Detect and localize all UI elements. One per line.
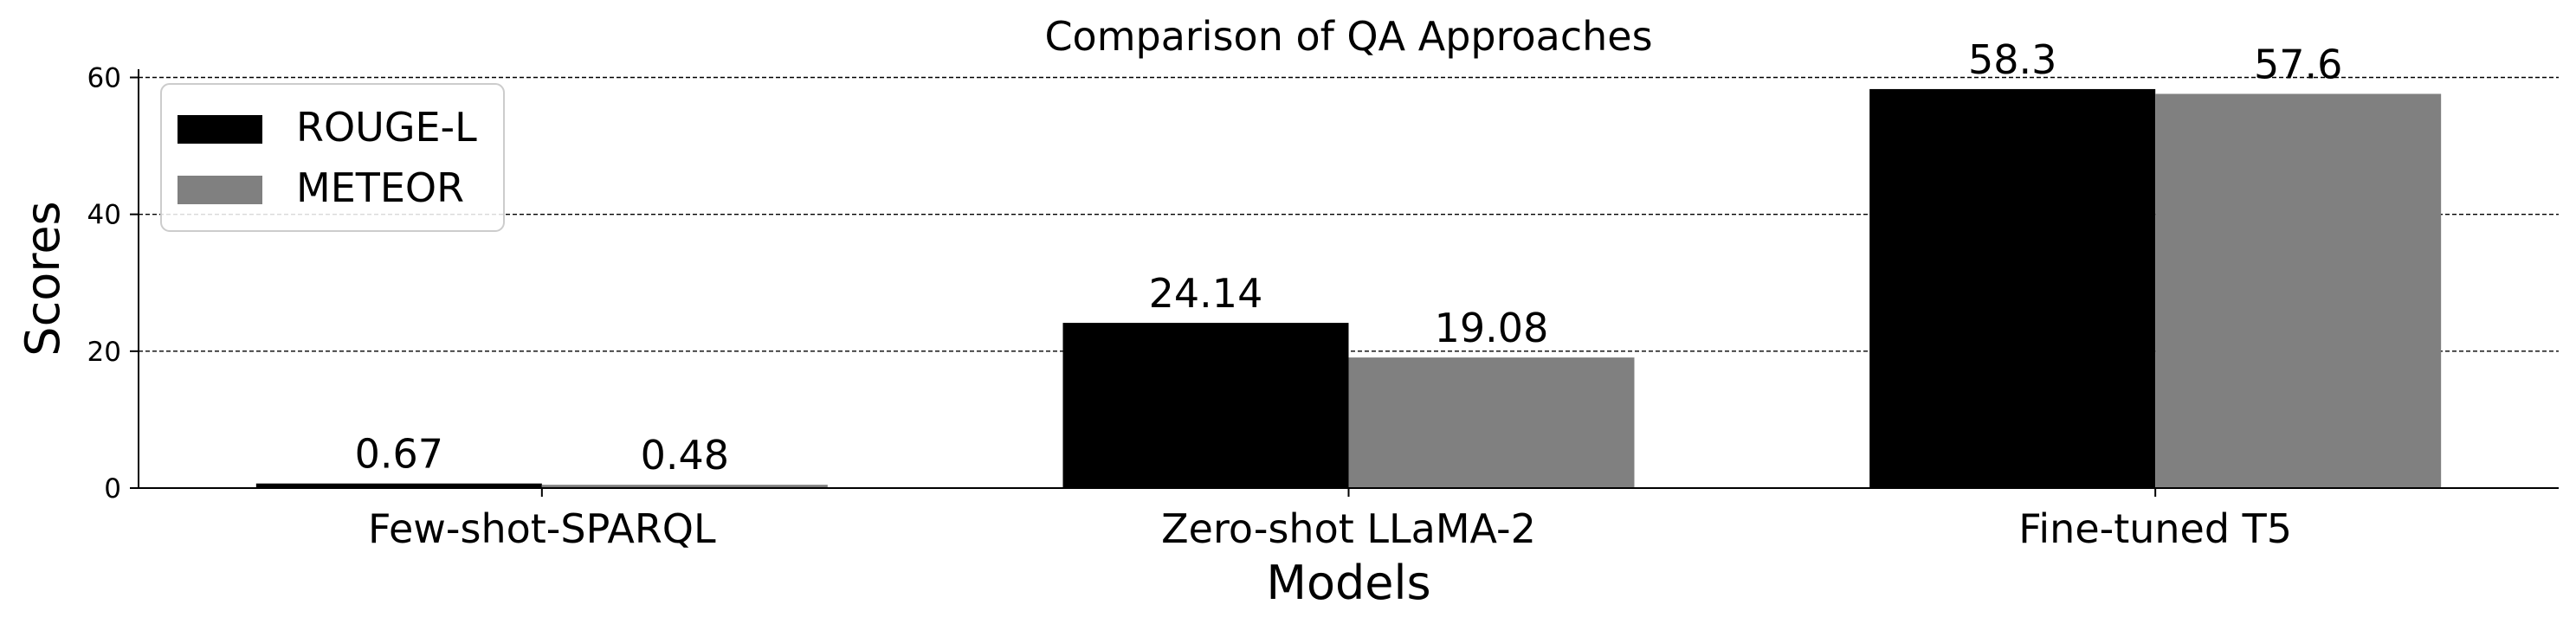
legend: ROUGE-L METEOR (160, 83, 505, 232)
x-tick-label: Zero-shot LLaMA-2 (1161, 505, 1536, 552)
bar-meteor (1348, 357, 1635, 488)
x-tick-label: Fine-tuned T5 (2018, 505, 2292, 552)
x-axis-label: Models (1266, 556, 1430, 610)
legend-swatch (178, 176, 262, 204)
bar-meteor (2155, 93, 2442, 489)
y-tick-label: 20 (87, 337, 121, 368)
y-tick-label: 40 (87, 200, 121, 231)
value-label: 19.08 (1435, 305, 1549, 351)
y-tick-label: 60 (87, 62, 121, 93)
legend-swatch (178, 115, 262, 144)
value-label: 24.14 (1149, 270, 1263, 317)
value-label: 57.6 (2254, 41, 2342, 87)
bar-rouge-l (1062, 323, 1349, 488)
x-tick-label: Few-shot-SPARQL (368, 505, 716, 552)
bar-rouge-l (255, 483, 542, 488)
value-label: 58.3 (1968, 36, 2056, 83)
legend-label: ROUGE-L (296, 104, 477, 151)
axes: 0 20 40 60 Few-shot-SPARQL Zero-shot LLaMA-2 F… (87, 62, 2559, 552)
y-axis-label: Scores (16, 201, 70, 356)
legend-label: METEOR (296, 164, 464, 211)
chart-title: Comparison of QA Approaches (1044, 13, 1652, 60)
bar-rouge-l (1869, 88, 2156, 489)
bar-meteor (541, 485, 828, 488)
value-label: 0.67 (355, 431, 443, 478)
y-tick-label: 0 (104, 473, 121, 505)
value-label: 0.48 (641, 432, 729, 479)
value-labels: 0.67 0.48 24.14 19.08 58.3 57.6 (355, 36, 2343, 479)
bars (255, 88, 2442, 489)
